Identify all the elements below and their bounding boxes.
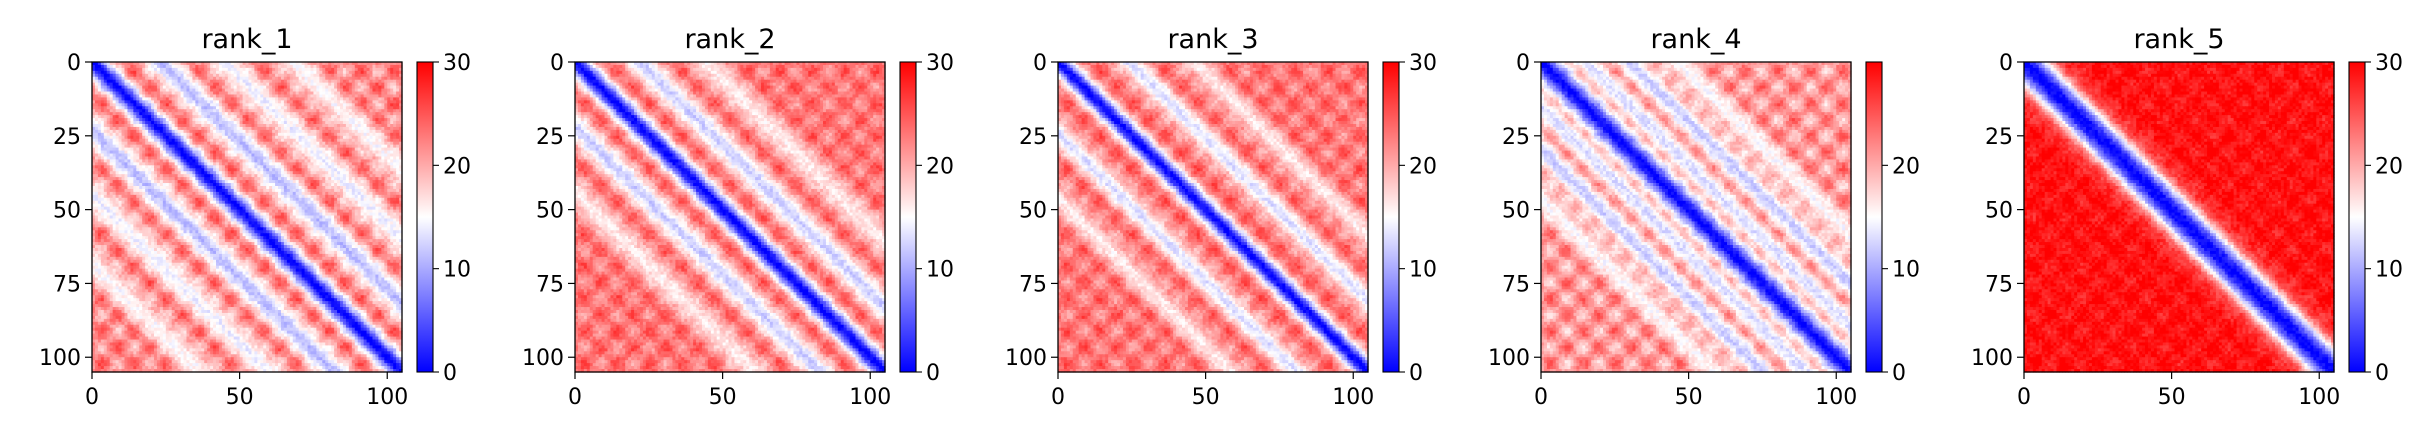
panel-title: rank_1 (201, 24, 292, 55)
heatmap-cells (92, 62, 403, 373)
